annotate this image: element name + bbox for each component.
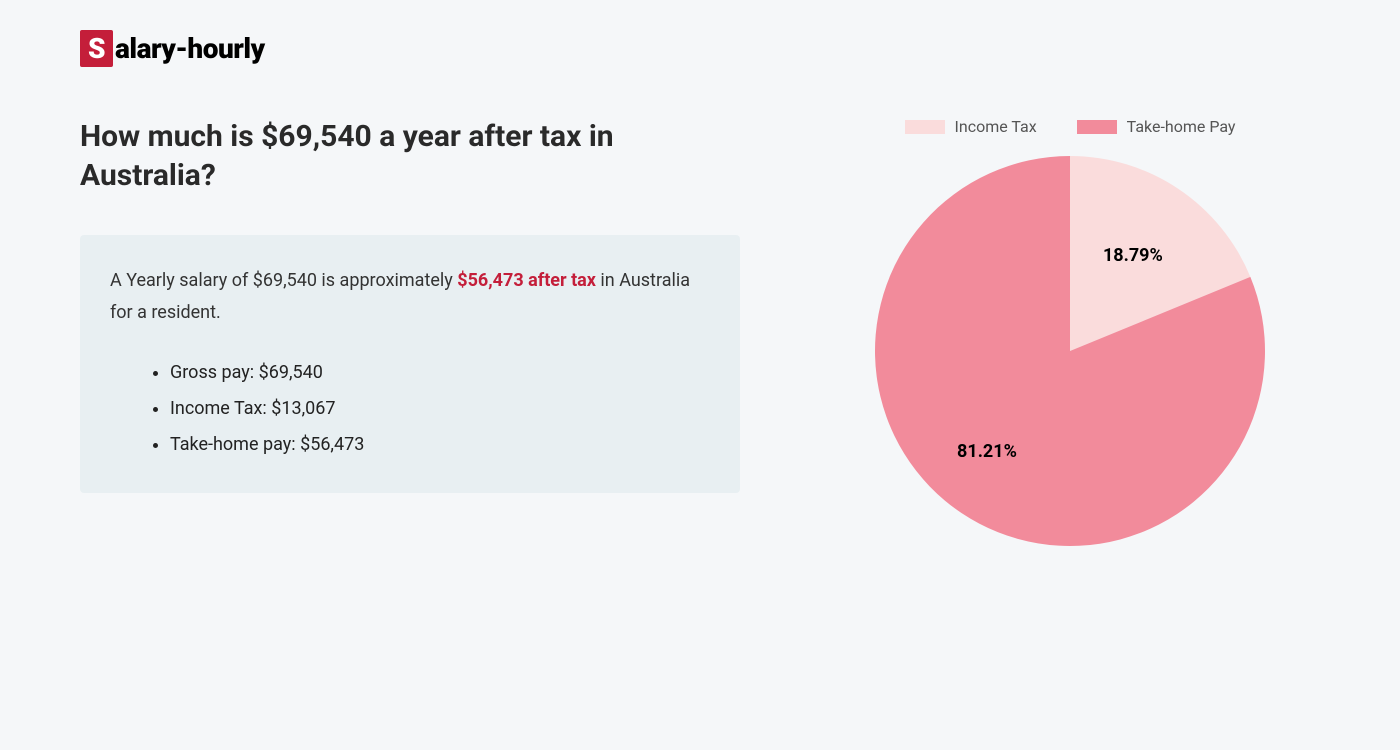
logo-text: alary-hourly bbox=[115, 32, 265, 65]
slice-label-income-tax: 18.79% bbox=[1103, 245, 1163, 266]
detail-item: Take-home pay: $56,473 bbox=[170, 427, 710, 463]
legend-swatch bbox=[905, 120, 945, 134]
pie-svg bbox=[870, 151, 1270, 551]
legend-label: Income Tax bbox=[955, 117, 1037, 136]
legend-item-income-tax: Income Tax bbox=[905, 117, 1037, 136]
pie-chart: 18.79% 81.21% bbox=[870, 151, 1270, 551]
legend-swatch bbox=[1077, 120, 1117, 134]
page-title: How much is $69,540 a year after tax in … bbox=[80, 117, 740, 195]
details-list: Gross pay: $69,540 Income Tax: $13,067 T… bbox=[110, 355, 710, 463]
detail-item: Income Tax: $13,067 bbox=[170, 391, 710, 427]
legend-label: Take-home Pay bbox=[1127, 117, 1236, 136]
summary-highlight: $56,473 after tax bbox=[457, 270, 596, 291]
logo-s-block: S bbox=[80, 30, 113, 67]
slice-label-take-home: 81.21% bbox=[957, 441, 1017, 462]
detail-item: Gross pay: $69,540 bbox=[170, 355, 710, 391]
chart-legend: Income Tax Take-home Pay bbox=[820, 117, 1320, 136]
site-logo: Salary-hourly bbox=[80, 30, 1320, 67]
chart-column: Income Tax Take-home Pay 18.79% 81.21% bbox=[820, 117, 1320, 551]
summary-prefix: A Yearly salary of $69,540 is approximat… bbox=[110, 270, 457, 291]
summary-text: A Yearly salary of $69,540 is approximat… bbox=[110, 265, 710, 330]
content-column: How much is $69,540 a year after tax in … bbox=[80, 117, 740, 551]
legend-item-take-home: Take-home Pay bbox=[1077, 117, 1236, 136]
summary-box: A Yearly salary of $69,540 is approximat… bbox=[80, 235, 740, 493]
